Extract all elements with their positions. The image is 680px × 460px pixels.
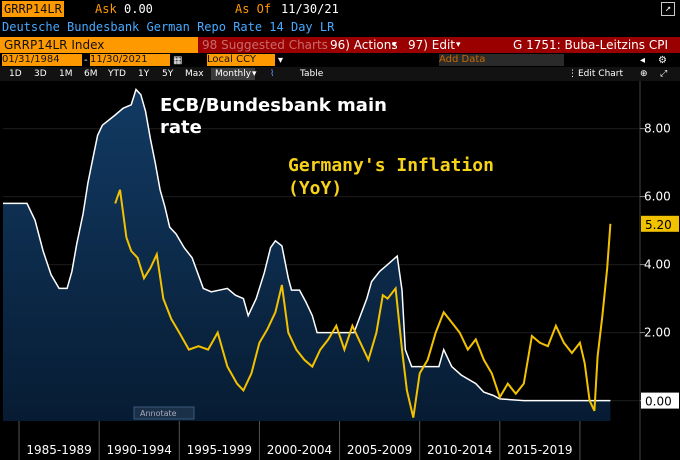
repo-rate-area <box>3 89 611 421</box>
period-6m[interactable]: 6M <box>84 69 98 79</box>
compare-title: G 1751: Buba-Leitzins CPI <box>513 38 669 52</box>
annotation-inflation-line1: Germany's Inflation <box>288 155 494 176</box>
last-value-label: 5.20 <box>645 218 672 232</box>
security-field[interactable]: GRRP14LR Index <box>0 37 198 53</box>
start-date-input[interactable]: 01/31/1984 <box>2 54 82 66</box>
calendar-icon[interactable]: ▦ <box>173 55 183 66</box>
edit-chevron-icon: ▾ <box>456 40 461 50</box>
asof-label: As Of <box>235 2 272 16</box>
currency-select[interactable]: Local CCY <box>207 54 275 66</box>
back-arrow-icon[interactable]: ◂ <box>640 55 646 66</box>
x-tick-label: 1985-1989 <box>26 443 91 457</box>
actions-menu[interactable]: 96) Actions <box>330 38 398 52</box>
period-1m[interactable]: 1M <box>59 69 73 79</box>
inflation-line <box>114 189 612 418</box>
annotation-inflation-line2: (YoY) <box>288 178 342 199</box>
zoom-icon[interactable]: ⊕ <box>640 69 648 79</box>
suggested-charts-button[interactable]: 98 Suggested Charts <box>202 38 328 52</box>
table-button[interactable]: Table <box>300 69 324 79</box>
annotate-label[interactable]: Annotate <box>140 409 177 418</box>
edit-menu[interactable]: 97) Edit <box>408 38 456 52</box>
asof-date: 11/30/21 <box>281 2 339 16</box>
period-3d[interactable]: 3D <box>34 69 47 79</box>
x-tick-label: 2010-2014 <box>427 443 492 457</box>
zero-label: 0.00 <box>645 395 672 409</box>
y-tick-label: 2.00 <box>644 326 671 340</box>
x-tick-label: 2015-2019 <box>507 443 572 457</box>
frequency-chevron-icon: ▾ <box>252 69 257 79</box>
last-value-badge <box>641 215 679 232</box>
ask-label: Ask <box>95 2 117 16</box>
more-icon[interactable]: ⋮ <box>568 69 577 79</box>
zero-badge <box>641 392 679 409</box>
range-row: 01/31/1984 - 11/30/2021 ▦ Local CCY ▾ Ad… <box>0 54 680 68</box>
actions-chevron-icon: ▾ <box>392 40 397 50</box>
export-icon[interactable]: ↗ <box>661 2 675 16</box>
edit-chart-button[interactable]: Edit Chart <box>578 69 624 79</box>
y-tick-label: 8.00 <box>644 122 671 136</box>
ticker[interactable]: GRRP14LR <box>2 1 64 17</box>
y-tick-label: 4.00 <box>644 258 671 272</box>
repo-rate-line <box>3 88 611 402</box>
header-row: GRRP14LR Ask 0.00 As Of 11/30/21 ↗ <box>0 0 680 18</box>
period-1y[interactable]: 1Y <box>138 69 150 79</box>
period-bar: 1D 3D 1M 6M YTD 1Y 5Y Max Monthly ▾ ⌇ Ta… <box>0 67 680 81</box>
frequency-select[interactable]: Monthly <box>211 68 256 80</box>
period-max[interactable]: Max <box>185 69 204 79</box>
x-tick-label: 2000-2004 <box>267 443 332 457</box>
period-1d[interactable]: 1D <box>9 69 22 79</box>
x-tick-label: 1990-1994 <box>107 443 172 457</box>
y-tick-label: 6.00 <box>644 190 671 204</box>
chart: 0.002.004.006.008.00 1985-19891990-19941… <box>3 81 679 460</box>
annotation-main-rate-line2: rate <box>160 117 202 138</box>
y-axis: 0.00 2.00 4.00 6.00 8.00 <box>640 122 671 408</box>
annotation-main-rate-line1: ECB/Bundesbank main <box>160 95 387 116</box>
x-axis: 1985-1989 1990-1994 1995-1999 2000-2004 2005… <box>18 421 581 460</box>
line-chart-icon[interactable]: ⌇ <box>270 69 275 79</box>
add-data-input[interactable]: Add Data <box>439 54 564 66</box>
period-5y[interactable]: 5Y <box>162 69 174 79</box>
period-ytd[interactable]: YTD <box>108 69 126 79</box>
x-tick-label: 1995-1999 <box>187 443 252 457</box>
toolbar: GRRP14LR Index 98 Suggested Charts 96) A… <box>0 37 680 53</box>
date-separator: - <box>84 55 88 66</box>
annotate-button[interactable] <box>133 406 195 420</box>
ask-value: 0.00 <box>124 2 153 16</box>
settings-icon[interactable]: ⚙ <box>658 55 667 66</box>
fullscreen-icon[interactable]: ⤢ <box>660 69 668 79</box>
x-tick-label: 2005-2009 <box>347 443 412 457</box>
description: Deutsche Bundesbank German Repo Rate 14 … <box>2 20 335 34</box>
currency-chevron-icon: ▾ <box>278 55 284 66</box>
end-date-input[interactable]: 11/30/2021 <box>90 54 170 66</box>
